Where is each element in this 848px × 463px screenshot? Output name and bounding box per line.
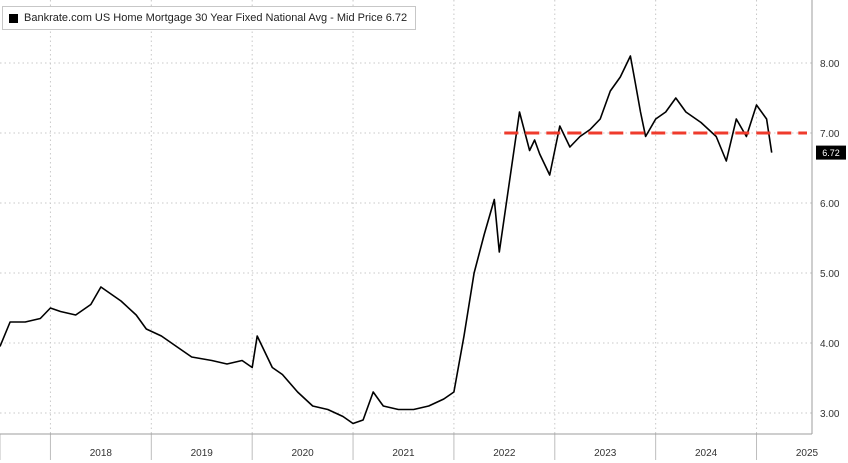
x-tick-label: 2020 — [291, 448, 314, 459]
last-value-badge: 6.72 — [816, 145, 846, 160]
series-layer — [0, 55, 807, 425]
x-tick-label: 2019 — [191, 448, 214, 459]
x-tick-label: 2025 — [796, 448, 819, 459]
x-tick-label: 2022 — [493, 448, 516, 459]
y-tick-label: 8.00 — [820, 59, 840, 70]
legend-swatch — [9, 13, 18, 23]
last-value-badge-bg — [816, 145, 846, 160]
axes — [0, 0, 813, 460]
y-tick-label: 4.00 — [820, 339, 840, 350]
y-tick-label: 6.00 — [820, 199, 840, 210]
x-tick-label: 2018 — [90, 448, 113, 459]
y-tick-label: 5.00 — [820, 269, 840, 280]
chart-legend: Bankrate.com US Home Mortgage 30 Year Fi… — [2, 6, 417, 30]
y-tick-label: 3.00 — [820, 409, 840, 420]
y-tick-label: 7.00 — [820, 129, 840, 140]
mortgage-rate-line — [0, 55, 773, 425]
x-tick-label: 2023 — [594, 448, 617, 459]
legend-label: Bankrate.com US Home Mortgage 30 Year Fi… — [24, 12, 408, 24]
last-value-label: 6.72 — [822, 148, 840, 158]
y-axis-ticks: 3.00 4.00 5.00 6.00 7.00 8.00 — [820, 59, 840, 420]
gridlines — [0, 0, 812, 434]
x-axis-ticks: 2018 2019 2020 2021 2022 2023 2024 2025 — [90, 448, 819, 459]
x-tick-label: 2021 — [392, 448, 415, 459]
x-tick-label: 2024 — [695, 448, 718, 459]
